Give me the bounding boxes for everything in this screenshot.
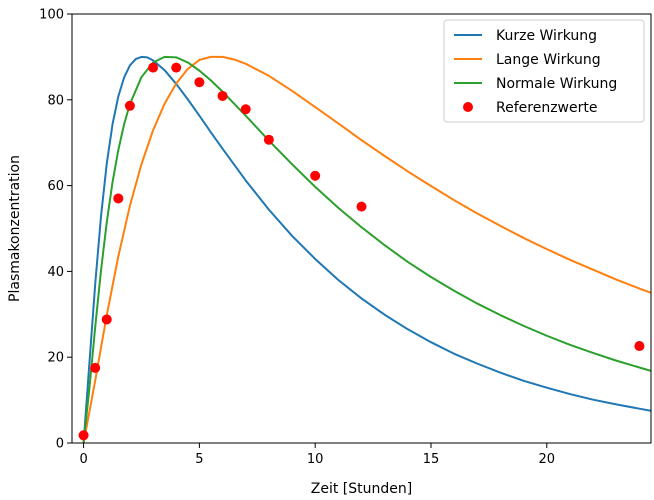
reference-point [217, 90, 228, 101]
legend-label: Lange Wirkung [496, 52, 601, 68]
axes-frame [71, 13, 652, 444]
reference-point [78, 430, 89, 441]
series-line-0 [82, 55, 651, 443]
legend-swatch [463, 102, 473, 112]
y-axis-label: Plasmakonzentration [7, 155, 23, 302]
x-tick-label: 15 [423, 452, 440, 467]
reference-point [240, 104, 251, 115]
y-tick-label: 40 [47, 265, 64, 280]
y-tick-label: 100 [39, 8, 64, 23]
x-tick-label: 20 [539, 452, 556, 467]
series-line-2 [82, 55, 651, 443]
reference-point [90, 362, 101, 373]
reference-point [113, 193, 124, 204]
y-tick-label: 0 [56, 437, 64, 452]
y-tick-label: 60 [47, 179, 64, 194]
series-line-1 [82, 55, 651, 443]
y-tick-label: 20 [47, 351, 64, 366]
x-axis-label: Zeit [Stunden] [311, 481, 412, 497]
x-axis: 0 5 10 15 20 [79, 443, 555, 467]
plot-points-group [78, 62, 645, 441]
legend-label: Kurze Wirkung [496, 28, 597, 44]
reference-point [356, 201, 367, 212]
y-axis: 0 20 40 60 80 100 [39, 8, 72, 452]
legend-label: Normale Wirkung [496, 76, 617, 92]
reference-point [194, 77, 205, 88]
reference-point [148, 62, 159, 73]
legend-label: Referenzwerte [496, 100, 597, 116]
reference-point [263, 134, 274, 145]
legend-box [443, 19, 645, 123]
reference-point [124, 100, 135, 111]
y-tick-label: 80 [47, 93, 64, 108]
reference-point [171, 62, 182, 73]
x-tick-label: 0 [79, 452, 87, 467]
x-tick-label: 10 [307, 452, 324, 467]
reference-point [634, 341, 645, 352]
x-tick-label: 5 [195, 452, 203, 467]
plot-series-group [82, 55, 651, 443]
reference-point [101, 314, 112, 325]
reference-point [310, 170, 321, 181]
legend: Kurze Wirkung Lange Wirkung Normale Wirkun… [443, 19, 645, 123]
